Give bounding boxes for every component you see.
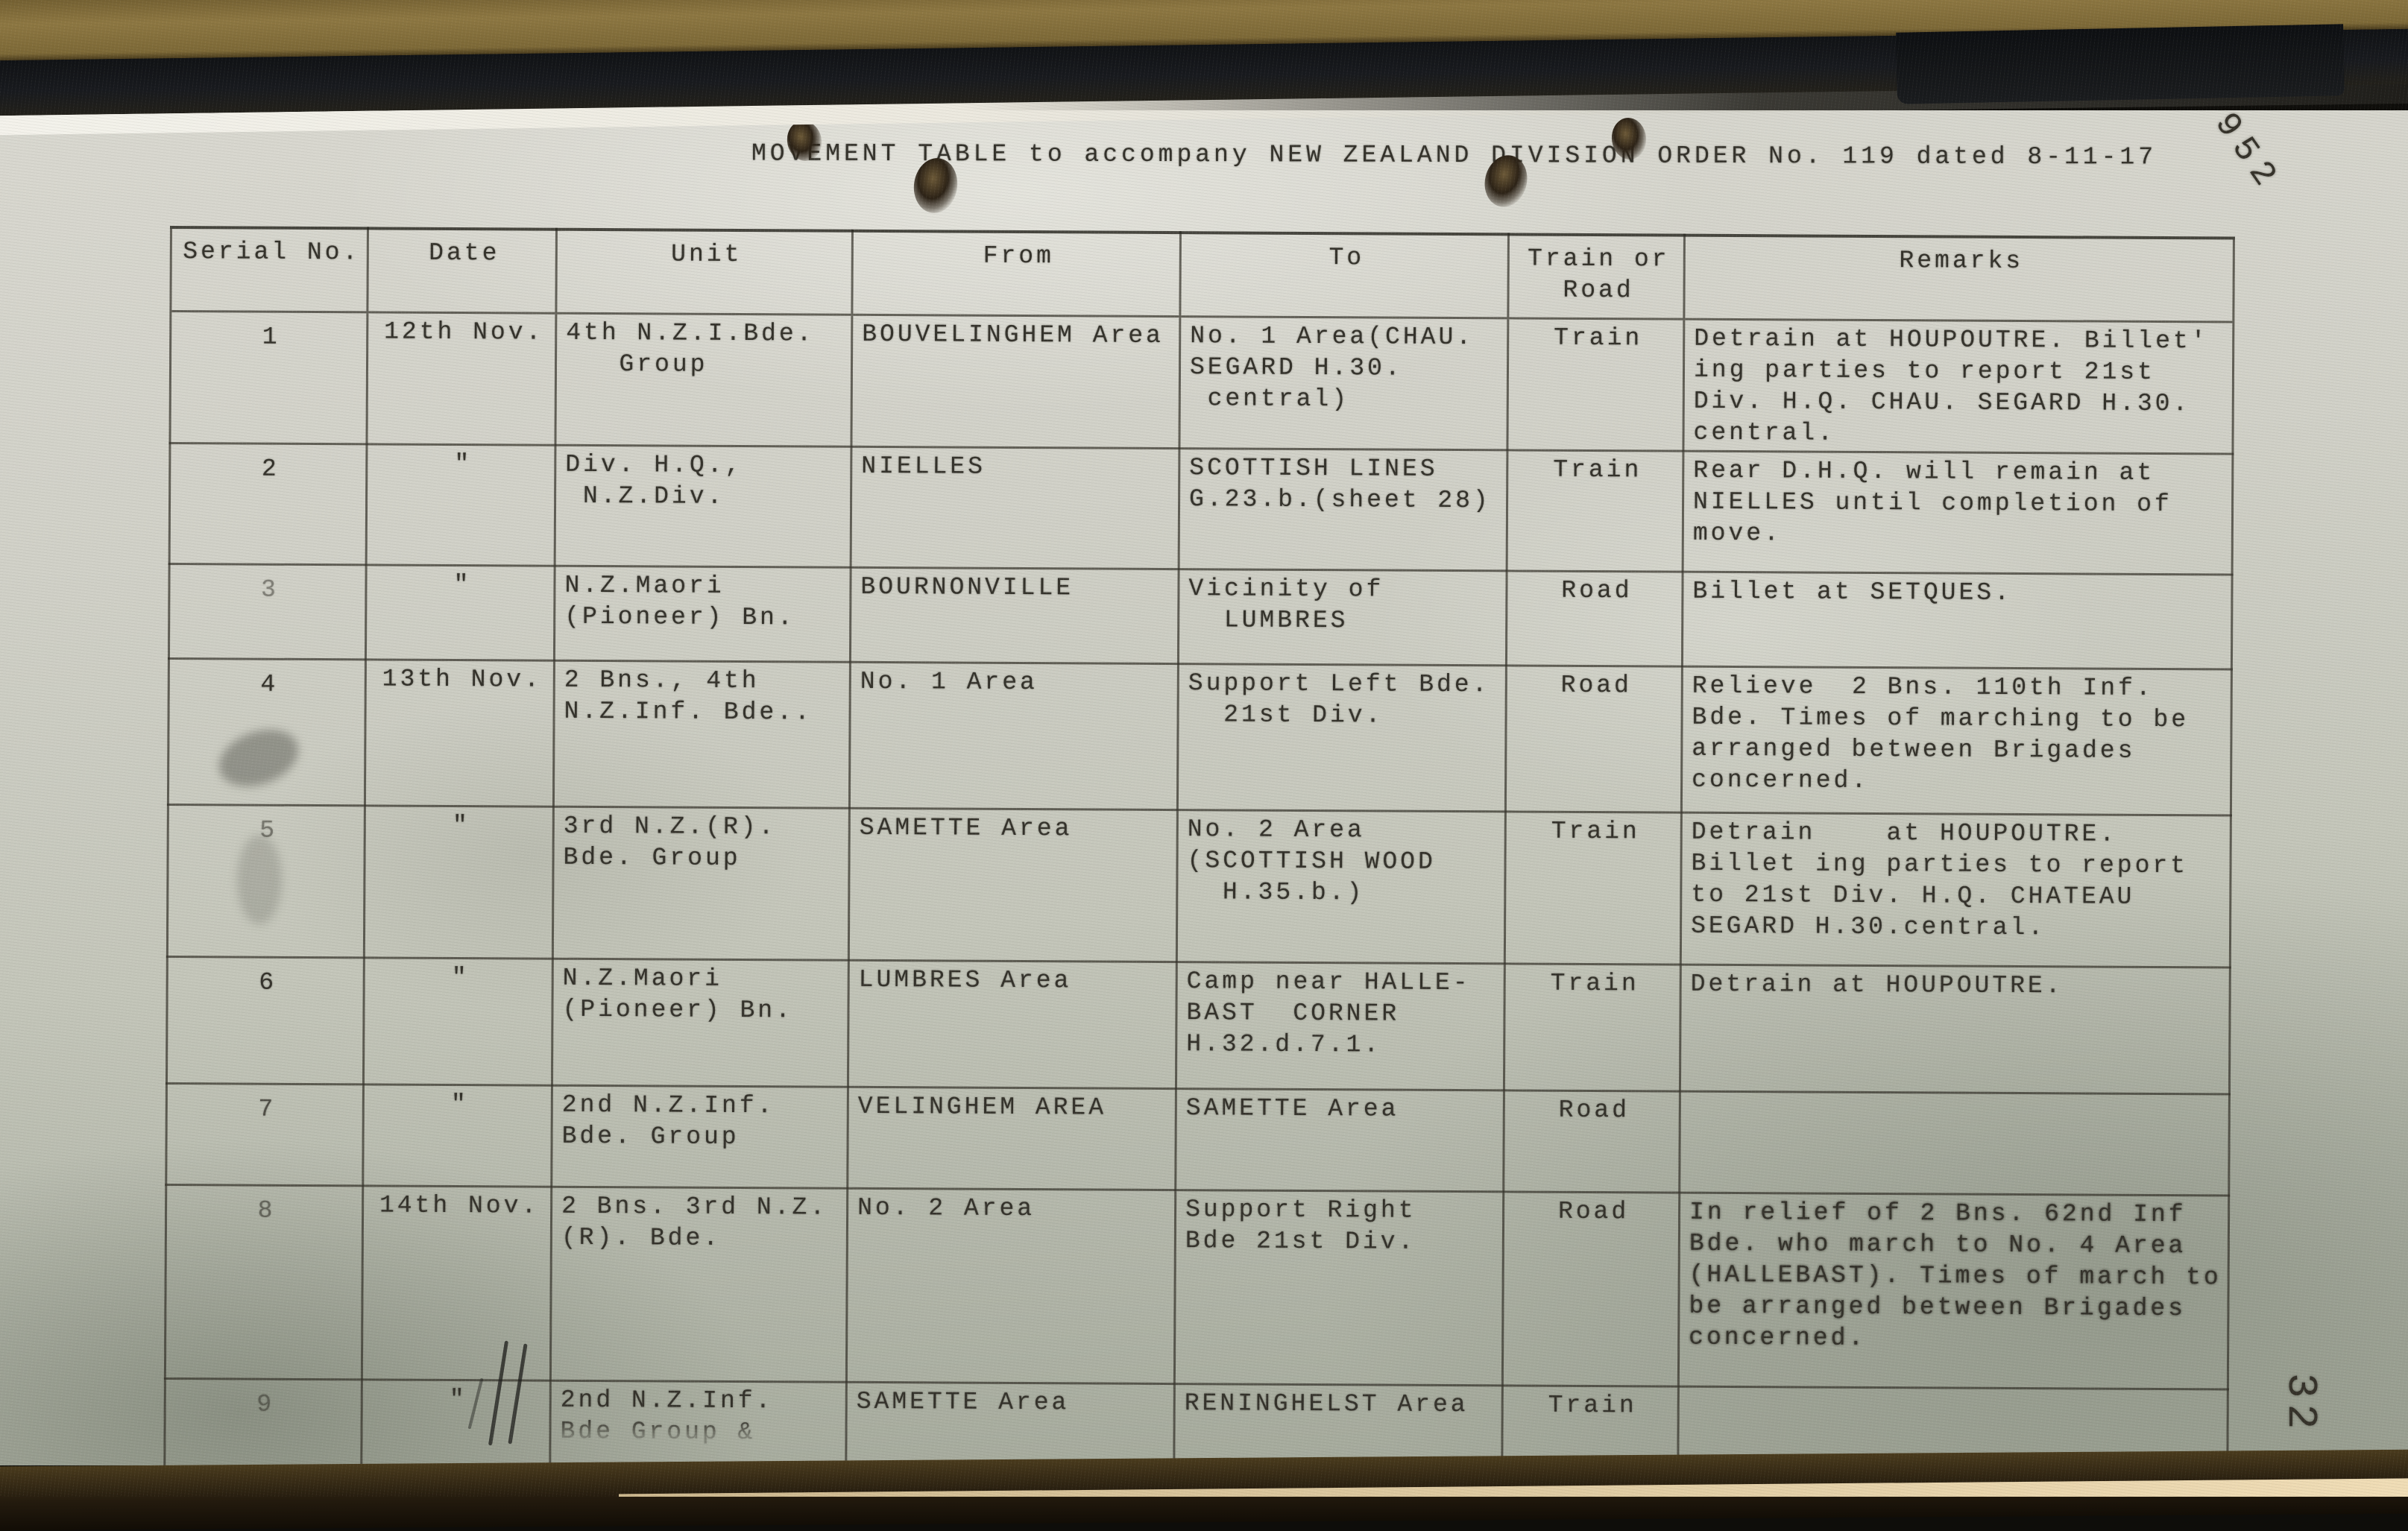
column-header-6: Train or Road <box>1507 234 1685 319</box>
cell-remarks: Detrain at HOUPOUTRE. <box>1680 964 2231 1094</box>
cell-from: BOURNONVILLE <box>850 566 1179 664</box>
cell-from: LUMBRES Area <box>848 959 1177 1089</box>
cell-serial: 3 <box>168 564 367 660</box>
table-row: 5 " 3rd N.Z.(R). Bde. Group SAMETTE Area No.… <box>167 804 2231 967</box>
document-paper <box>0 110 2408 1465</box>
cell-from: SAMETTE Area <box>848 807 1178 962</box>
cell-mode: Train <box>1504 963 1681 1091</box>
cell-remarks: Rear D.H.Q. will remain at NIELLES until… <box>1683 450 2233 575</box>
cell-unit: 4th N.Z.I.Bde. Group <box>555 312 852 446</box>
cell-date: " <box>363 957 553 1085</box>
movement-table-body: 1 12th Nov. 4th N.Z.I.Bde. Group BOUVELINGH… <box>164 311 2234 1479</box>
cell-date: " <box>364 805 554 959</box>
document-title: MOVEMENT TABLE to accompany NEW ZEALAND … <box>751 139 2158 171</box>
cell-from: VELINGHEM AREA <box>847 1086 1176 1190</box>
cell-remarks: Relieve 2 Bns. 110th Inf. Bde. Times of … <box>1681 666 2232 815</box>
column-header-2: Date <box>367 228 557 313</box>
column-header-7: Remarks <box>1683 235 2234 322</box>
cell-unit: 2 Bns. 3rd N.Z. (R). Bde. <box>550 1186 848 1382</box>
table-row: 7 " 2nd N.Z.Inf. Bde. Group VELINGHEM AREA S… <box>166 1082 2230 1196</box>
cell-serial: 1 <box>169 311 368 444</box>
column-header-4: From <box>851 230 1181 317</box>
cell-date: " <box>365 564 555 660</box>
cell-date: " <box>366 443 555 566</box>
cell-mode: Road <box>1506 570 1683 666</box>
cell-remarks: Detrain at HOUPOUTRE. Billet ing parties… <box>1680 812 2231 967</box>
cell-to: SCOTTISH LINES G.23.b.(sheet 28) <box>1179 448 1507 571</box>
table-row: 6 " N.Z.Maori (Pioneer) Bn. LUMBRES Area Cam… <box>166 956 2231 1094</box>
cell-unit: N.Z.Maori (Pioneer) Bn. <box>554 565 851 662</box>
cell-mode: Road <box>1503 1090 1680 1193</box>
cell-to: No. 1 Area(CHAU. SEGARD H.30. central) <box>1179 316 1508 450</box>
cell-remarks: Detrain at HOUPOUTRE. Billet' ing partie… <box>1683 318 2234 454</box>
cell-mode: Road <box>1505 665 1683 812</box>
table-row: 3 " N.Z.Maori (Pioneer) Bn. BOURNONVILLE Vic… <box>168 564 2233 669</box>
cell-unit: N.Z.Maori (Pioneer) Bn. <box>552 958 849 1087</box>
cell-remarks: Billet at SETQUES. <box>1682 571 2233 669</box>
column-header-1: Serial No. <box>170 227 368 312</box>
cell-serial: 7 <box>166 1082 364 1186</box>
cell-unit: 2nd N.Z.Inf. Bde. Group <box>551 1085 848 1188</box>
cell-to: Vicinity of LUMBRES <box>1178 569 1507 666</box>
column-header-5: To <box>1179 233 1509 318</box>
cell-mode: Train <box>1507 449 1683 572</box>
table-row: 1 12th Nov. 4th N.Z.I.Bde. Group BOUVELINGH… <box>169 311 2234 454</box>
cell-serial: 8 <box>165 1184 363 1380</box>
cell-mode: Train <box>1504 811 1682 965</box>
cell-unit: 2nd N.Z.Inf. Bde Group & <box>549 1380 847 1471</box>
cell-from: No. 2 Area <box>846 1187 1176 1384</box>
cell-unit: 2 Bns., 4th N.Z.Inf. Bde.. <box>553 660 851 808</box>
table-row: 4 13th Nov. 2 Bns., 4th N.Z.Inf. Bde.. No. … <box>168 657 2232 815</box>
cell-from: NIELLES <box>851 446 1179 569</box>
table-row: 8 14th Nov. 2 Bns. 3rd N.Z. (R). Bde. No. 2… <box>165 1184 2229 1389</box>
cell-date: " <box>362 1084 552 1187</box>
cell-serial: 6 <box>166 956 365 1085</box>
ink-smudge <box>237 835 282 924</box>
cell-to: Support Left Bde. 21st Div. <box>1177 663 1507 812</box>
margin-note-bottom-right: 32 <box>2277 1373 2325 1436</box>
cell-mode: Train <box>1507 318 1684 451</box>
cell-unit: Div. H.Q., N.Z.Div. <box>555 444 851 567</box>
cell-serial: 2 <box>169 443 367 565</box>
cell-serial: 9 <box>164 1377 362 1469</box>
cell-remarks: In relief of 2 Bns. 62nd Inf Bde. who ma… <box>1678 1192 2229 1389</box>
cell-from: No. 1 Area <box>849 661 1179 810</box>
column-header-3: Unit <box>555 229 853 315</box>
cell-to: Camp near HALLE- BAST CORNER H.32.d.7.1. <box>1176 962 1505 1090</box>
cell-remarks <box>1679 1090 2230 1196</box>
cell-date: " <box>361 1379 551 1470</box>
cell-date: 13th Nov. <box>365 659 555 806</box>
table-row: 2 " Div. H.Q., N.Z.Div. NIELLES SCOTTISH LIN… <box>169 443 2233 575</box>
header-row: Serial No. Date Unit From To Train or Road Rem… <box>170 227 2234 322</box>
binder-corner-shadow <box>1896 24 2345 104</box>
cell-from: BOUVELINGHEM Area <box>851 314 1180 449</box>
cell-mode: Road <box>1502 1191 1680 1386</box>
cell-to: Support Right Bde 21st Div. <box>1174 1190 1504 1386</box>
cell-to: SAMETTE Area <box>1175 1088 1504 1192</box>
cell-date: 12th Nov. <box>366 312 556 445</box>
movement-table: Serial No. Date Unit From To Train or Road Rem… <box>163 226 2235 1479</box>
cell-to: No. 2 Area (SCOTTISH WOOD H.35.b.) <box>1176 809 1506 964</box>
cell-unit: 3rd N.Z.(R). Bde. Group <box>552 806 850 960</box>
